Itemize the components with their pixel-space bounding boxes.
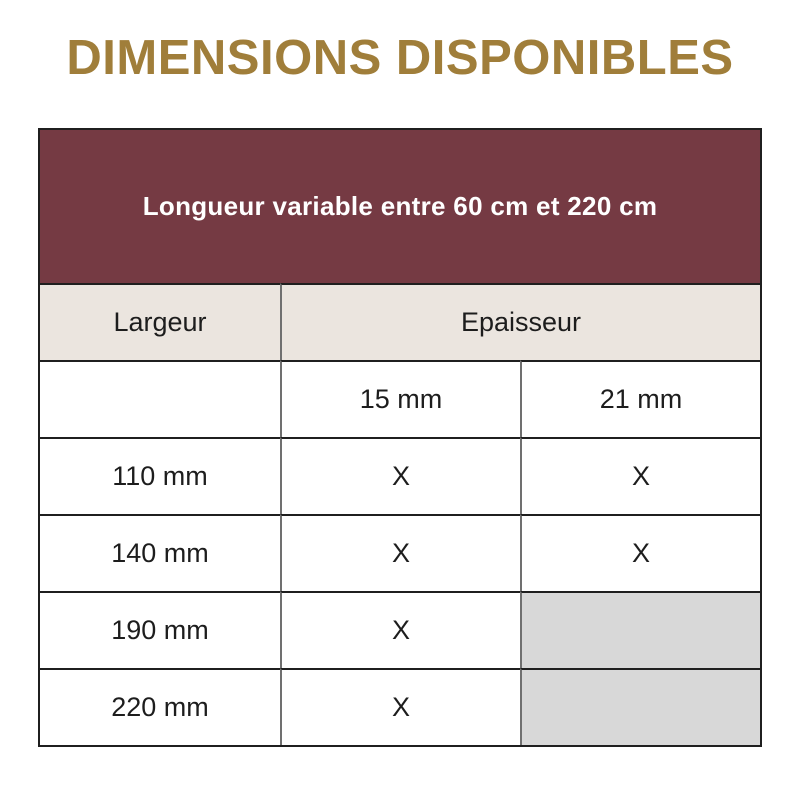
width-cell-220mm: 220 mm — [40, 668, 280, 745]
availability-cell-140mm-21mm: X — [520, 514, 760, 592]
thickness-header-21mm: 21 mm — [520, 360, 760, 438]
width-cell-140mm: 140 mm — [40, 514, 280, 591]
availability-cell-110mm-21mm: X — [520, 437, 760, 515]
dimensions-table: Longueur variable entre 60 cm et 220 cm … — [38, 128, 762, 748]
width-cell-190mm: 190 mm — [40, 591, 280, 668]
availability-cell-220mm-15mm: X — [280, 668, 520, 746]
col-header-epaisseur: Epaisseur — [280, 283, 760, 361]
width-cell-110mm: 110 mm — [40, 437, 280, 514]
availability-cell-110mm-15mm: X — [280, 437, 520, 515]
thickness-header-15mm: 15 mm — [280, 360, 520, 438]
length-banner: Longueur variable entre 60 cm et 220 cm — [40, 130, 760, 284]
availability-cell-190mm-15mm: X — [280, 591, 520, 669]
availability-cell-140mm-15mm: X — [280, 514, 520, 592]
availability-cell-220mm-21mm — [520, 668, 760, 746]
empty-corner-cell — [40, 360, 280, 437]
length-banner-text: Longueur variable entre 60 cm et 220 cm — [142, 191, 658, 222]
col-header-largeur: Largeur — [40, 283, 280, 361]
page-title: DIMENSIONS DISPONIBLES — [66, 31, 734, 85]
availability-cell-190mm-21mm — [520, 591, 760, 669]
